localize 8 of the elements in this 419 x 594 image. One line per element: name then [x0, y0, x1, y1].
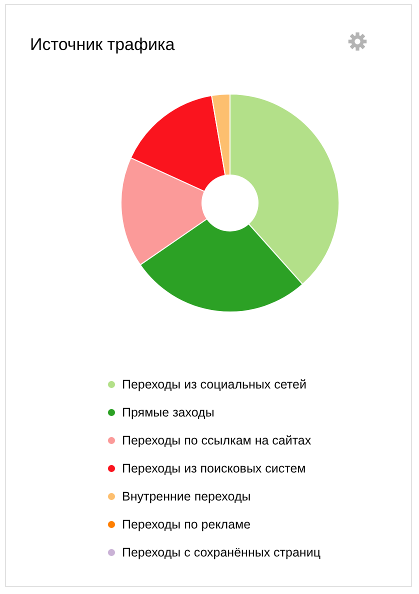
legend-label: Переходы по рекламе	[122, 518, 251, 532]
legend-label: Прямые заходы	[122, 406, 214, 420]
legend-label: Переходы из социальных сетей	[122, 378, 306, 392]
chart-title: Источник трафика	[30, 35, 176, 54]
legend-label: Переходы с сохранённых страниц	[122, 546, 320, 560]
legend-label: Переходы из поисковых систем	[122, 462, 306, 476]
legend-label: Переходы по ссылкам на сайтах	[122, 434, 312, 448]
legend-label: Внутренние переходы	[122, 490, 251, 504]
